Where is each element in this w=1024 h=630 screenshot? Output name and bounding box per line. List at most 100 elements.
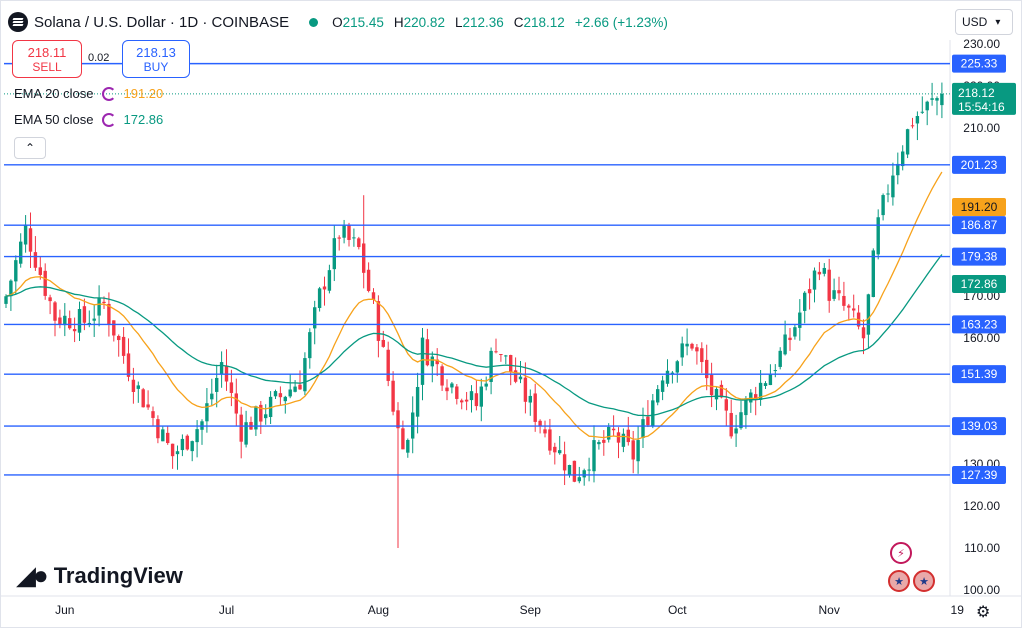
candle-body xyxy=(254,406,258,430)
tradingview-watermark[interactable]: ◢● TradingView xyxy=(16,560,183,591)
candle-body xyxy=(773,370,777,372)
candle-body xyxy=(905,129,910,155)
x-tick-label: Jun xyxy=(55,603,74,617)
watermark-text: TradingView xyxy=(53,562,183,588)
candle-body xyxy=(180,438,185,451)
candle-body xyxy=(14,260,18,282)
candle-body xyxy=(474,393,479,407)
candle-body xyxy=(562,454,567,471)
tradingview-logo-icon: ◢● xyxy=(16,560,49,590)
x-tick-label: Jul xyxy=(219,603,234,617)
bolt-icon[interactable]: ⚡ xyxy=(890,542,912,564)
candle-body xyxy=(724,399,728,411)
candle-body xyxy=(415,386,420,417)
candle-body xyxy=(636,440,640,462)
candle-body xyxy=(4,296,8,304)
candle-body xyxy=(342,225,346,238)
candle-body xyxy=(656,389,660,403)
candle-body xyxy=(293,386,297,392)
buy-price: 218.13 xyxy=(136,44,176,60)
candle-body xyxy=(185,435,189,450)
candle-body xyxy=(469,391,474,401)
ema50-name: EMA 50 close xyxy=(14,112,94,127)
candle-body xyxy=(817,271,822,275)
candle-body xyxy=(572,460,577,482)
buy-button[interactable]: 218.13 BUY xyxy=(122,40,190,78)
candle-body xyxy=(852,308,856,311)
candle-body xyxy=(876,217,880,255)
candle-body xyxy=(366,269,371,291)
candle-body xyxy=(567,465,572,475)
candle-body xyxy=(768,374,773,386)
level-label-box xyxy=(952,247,1006,266)
candle-body xyxy=(793,327,797,337)
level-label: 225.33 xyxy=(961,57,998,71)
candle-body xyxy=(175,451,180,455)
candle-body xyxy=(842,295,846,306)
candle-body xyxy=(68,318,72,329)
sell-price: 218.11 xyxy=(27,44,67,60)
solana-logo-icon xyxy=(8,12,28,32)
candle-body xyxy=(705,359,709,379)
candle-body xyxy=(778,350,782,367)
us-flag-icon[interactable]: ★ xyxy=(888,570,910,592)
candle-body xyxy=(53,302,57,321)
candle-body xyxy=(920,111,924,113)
candle-body xyxy=(92,318,96,321)
open-value: 215.45 xyxy=(342,14,384,30)
candle-body xyxy=(283,396,287,402)
candle-body xyxy=(577,477,581,482)
gear-icon[interactable]: ⚙ xyxy=(976,604,991,621)
candle-body xyxy=(136,385,140,389)
y-tick-label: 230.00 xyxy=(963,37,1000,51)
candle-body xyxy=(450,383,454,388)
candle-body xyxy=(82,306,87,323)
ema50-value: 172.86 xyxy=(123,112,164,127)
candle-body xyxy=(788,337,792,341)
y-tick-label: 210.00 xyxy=(963,121,1000,135)
candle-body xyxy=(63,315,67,326)
candle-body xyxy=(827,269,831,301)
candle-body xyxy=(548,429,552,451)
level-label-box xyxy=(952,315,1006,334)
candle-body xyxy=(195,429,199,443)
candle-body xyxy=(48,297,52,302)
candle-body xyxy=(597,442,601,445)
candle-body xyxy=(156,419,160,439)
ema50-legend[interactable]: EMA 50 close 172.86 xyxy=(14,112,163,127)
level-label: 139.03 xyxy=(961,419,998,433)
candle-body xyxy=(72,329,77,332)
candle-body xyxy=(9,280,13,297)
sell-button[interactable]: 218.11 SELL xyxy=(12,40,82,78)
candle-body xyxy=(460,400,464,403)
candle-body xyxy=(425,339,430,366)
candle-body xyxy=(376,301,381,341)
candle-body xyxy=(19,241,23,264)
us-flag-icon[interactable]: ★ xyxy=(913,570,935,592)
y-tick-label: 160.00 xyxy=(963,331,1000,345)
candle-body xyxy=(308,332,312,359)
currency-select[interactable]: USD ▾ xyxy=(955,9,1013,35)
level-label-box xyxy=(952,417,1006,436)
candle-body xyxy=(803,292,807,311)
candle-body xyxy=(646,416,650,426)
ema20-legend[interactable]: EMA 20 close 191.20 xyxy=(14,86,163,101)
candle-body xyxy=(763,383,768,386)
change-value: +2.66 (+1.23%) xyxy=(574,14,668,30)
candle-body xyxy=(891,175,895,198)
collapse-legend-button[interactable]: ⌃ xyxy=(14,137,46,159)
candle-body xyxy=(587,469,591,471)
symbol-title[interactable]: Solana / U.S. Dollar · 1D · COINBASE xyxy=(34,13,290,31)
candle-body xyxy=(690,343,694,349)
ema50-line xyxy=(5,254,943,417)
ema-axis-label: 191.20 xyxy=(961,200,998,214)
candle-body xyxy=(435,359,439,365)
candle-body xyxy=(278,393,283,398)
level-label-box xyxy=(952,465,1006,484)
level-label: 151.39 xyxy=(961,367,998,381)
candle-body xyxy=(166,432,170,444)
high-value: 220.82 xyxy=(403,14,445,30)
candle-body xyxy=(754,394,758,401)
market-status-dot xyxy=(309,17,319,27)
